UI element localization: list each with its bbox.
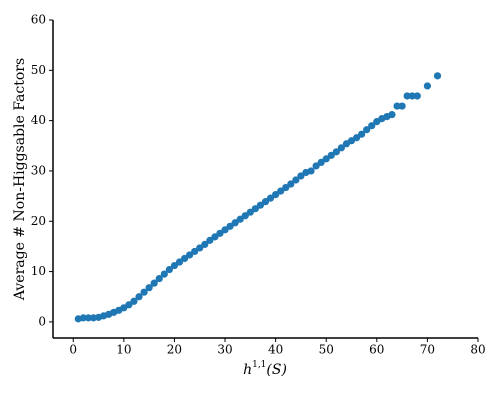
point (150, 279, 158, 287)
point (337, 144, 345, 152)
x-tick-label: 70 (420, 343, 435, 357)
point (175, 258, 184, 266)
point (327, 151, 335, 159)
point (79, 314, 87, 322)
point (211, 233, 219, 241)
point (292, 176, 300, 184)
point (322, 155, 330, 163)
x-tick-label: 10 (116, 343, 131, 357)
point (155, 275, 163, 283)
point (201, 240, 209, 249)
point (408, 92, 416, 100)
point (191, 247, 199, 256)
point (413, 92, 421, 100)
x-tick-label: 20 (167, 343, 182, 357)
point (84, 314, 93, 322)
point (221, 226, 229, 234)
x-label-rest: (S) (266, 362, 287, 378)
y-tick-label: 60 (31, 13, 46, 27)
point (140, 288, 148, 296)
point (287, 180, 295, 188)
point (236, 215, 244, 223)
point (352, 134, 361, 142)
point (196, 244, 204, 252)
point (160, 270, 168, 278)
point (241, 212, 249, 220)
point (216, 229, 224, 237)
x-tick-label: 30 (217, 343, 232, 357)
point (393, 102, 401, 110)
point (277, 187, 285, 195)
point (312, 162, 320, 170)
y-tick-label: 20 (31, 214, 46, 228)
x-label-sup: 1,1 (252, 360, 266, 370)
point (363, 126, 371, 134)
point (317, 158, 325, 166)
x-tick-label: 0 (69, 343, 77, 357)
point (261, 198, 270, 206)
x-tick-label: 40 (268, 343, 283, 357)
y-tick-label: 30 (31, 163, 46, 177)
point (165, 265, 173, 274)
x-tick-label: 50 (319, 343, 334, 357)
point (433, 72, 442, 80)
point (282, 183, 290, 192)
y-tick-label: 50 (31, 63, 46, 77)
point (266, 194, 275, 202)
point (307, 167, 315, 175)
point (135, 293, 143, 301)
point (403, 92, 411, 100)
point (332, 148, 340, 156)
point (358, 130, 366, 138)
y-tick-label: 10 (31, 264, 46, 278)
point (246, 208, 254, 216)
point (231, 219, 239, 227)
point (272, 190, 280, 199)
x-axis-label: h1,1(S) (243, 360, 287, 379)
point (398, 102, 406, 110)
point (251, 205, 259, 213)
point (186, 251, 194, 259)
point (256, 201, 265, 209)
point (130, 297, 138, 305)
point (170, 261, 179, 270)
y-tick-label: 40 (31, 113, 46, 127)
point (297, 172, 305, 180)
y-axis-label: Average # Non-Higgsable Factors (12, 58, 28, 301)
point (125, 301, 133, 309)
point (206, 236, 214, 244)
x-label-base: h (243, 362, 252, 378)
point (226, 222, 234, 230)
point (388, 110, 396, 119)
point (423, 82, 432, 90)
point (145, 284, 153, 292)
point (180, 254, 189, 263)
y-tick-label: 0 (38, 314, 46, 328)
x-tick-label: 60 (369, 343, 384, 357)
x-tick-label: 80 (470, 343, 485, 357)
point (368, 122, 376, 130)
